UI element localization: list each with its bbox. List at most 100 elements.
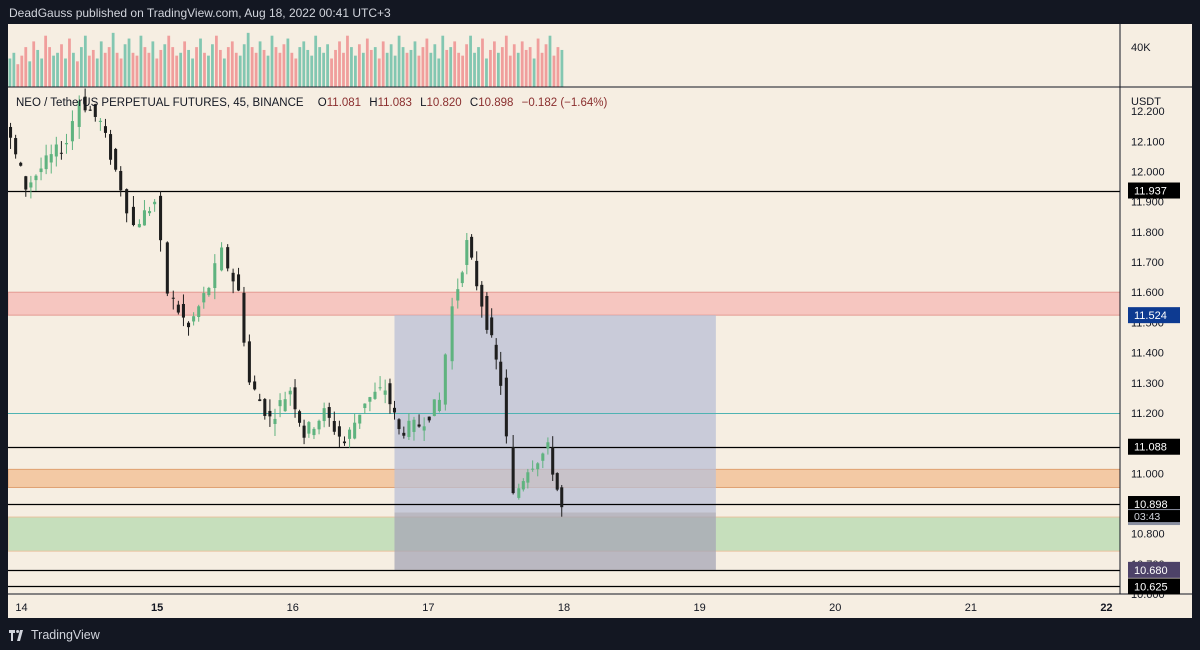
- candle-body: [176, 304, 180, 313]
- candle-body: [551, 447, 555, 475]
- price-tick-label: 12.000: [1131, 167, 1165, 179]
- candle-body: [517, 488, 521, 498]
- price-tick-label: 11.400: [1131, 348, 1164, 360]
- volume-bar: [139, 35, 143, 87]
- candle-body: [307, 422, 311, 434]
- volume-bar: [254, 52, 258, 87]
- candle-body: [44, 155, 48, 170]
- candle-body: [220, 247, 224, 271]
- volume-bar: [453, 41, 457, 87]
- candle-body: [407, 420, 411, 438]
- volume-bar: [516, 52, 520, 87]
- candle-body: [34, 175, 38, 181]
- time-tick-label: 14: [15, 602, 27, 614]
- volume-bar: [477, 47, 480, 87]
- volume-bar: [350, 47, 353, 87]
- volume-bar: [310, 55, 314, 87]
- volume-bar: [457, 52, 461, 87]
- candle-body: [283, 399, 287, 412]
- candle-body: [213, 263, 217, 289]
- volume-bar: [8, 58, 12, 87]
- candle-body: [494, 344, 498, 360]
- candle-body: [511, 446, 515, 494]
- volume-bar: [302, 41, 306, 87]
- footer[interactable]: TradingView: [9, 626, 100, 644]
- candle-body: [412, 419, 416, 432]
- zones-layer[interactable]: [8, 291, 1121, 570]
- volume-bar: [508, 55, 512, 87]
- horizontal-lines-layer[interactable]: [8, 190, 1120, 588]
- candle-body: [278, 400, 282, 407]
- time-tick-label: 17: [422, 602, 434, 614]
- volume-bar: [115, 52, 119, 87]
- volume-bar: [111, 32, 115, 87]
- volume-bar: [131, 52, 135, 87]
- volume-bar: [381, 41, 385, 87]
- volume-bar: [413, 41, 417, 87]
- legend-low-value: 10.820: [426, 97, 462, 109]
- volume-bar: [504, 35, 508, 87]
- volume-bar: [242, 44, 246, 87]
- volume-bar: [536, 38, 540, 87]
- volume-bar: [159, 49, 163, 87]
- candle-body: [470, 236, 474, 258]
- candle-body: [337, 426, 341, 437]
- time-tick-label: 20: [829, 602, 841, 614]
- price-axis-currency: USDT: [1131, 96, 1161, 108]
- volume-bar: [496, 52, 500, 87]
- line-price-tag-bg: [1128, 182, 1180, 199]
- candle-body: [302, 425, 306, 438]
- candle-body: [119, 170, 123, 191]
- volume-bar: [334, 49, 337, 87]
- volume-bar: [155, 58, 159, 87]
- candle-body: [29, 182, 33, 188]
- candle-body: [560, 487, 564, 508]
- candle-body: [137, 223, 141, 228]
- volume-bar: [167, 35, 171, 87]
- volume-bar: [24, 47, 28, 87]
- volume-bar: [528, 47, 532, 87]
- volume-bar: [171, 47, 175, 87]
- candle-body: [14, 138, 18, 155]
- candle-body: [402, 432, 406, 436]
- volume-bar: [409, 49, 413, 87]
- volume-bar: [361, 52, 365, 87]
- time-tick-label: 18: [558, 602, 570, 614]
- volume-bar: [318, 47, 322, 87]
- price-tag-bg: [1128, 307, 1180, 324]
- volume-bar: [183, 41, 187, 87]
- candle-body: [521, 481, 525, 490]
- volume-bar: [369, 49, 373, 87]
- volume-bar: [103, 52, 107, 87]
- chart-frame[interactable]: 40K USDT 12.200 12.100 12.000 11.900 11.800 11…: [8, 24, 1192, 618]
- candle-body: [327, 407, 331, 418]
- candle-body: [226, 247, 230, 269]
- price-tick-label: 12.200: [1131, 106, 1165, 118]
- volume-bar: [429, 52, 433, 87]
- volume-bar: [64, 58, 67, 87]
- candle-body: [142, 210, 146, 226]
- volume-bar: [72, 52, 75, 87]
- volume-bar: [445, 49, 449, 87]
- volume-bar: [449, 47, 453, 87]
- candle-body: [536, 463, 540, 470]
- volume-bar: [12, 52, 16, 87]
- candle-body: [480, 284, 484, 307]
- candle-body: [70, 121, 74, 142]
- volume-bar: [389, 44, 393, 87]
- footer-brand[interactable]: TradingView: [31, 628, 100, 642]
- candle-body: [432, 399, 436, 417]
- candle-body: [39, 168, 43, 173]
- candle-body: [422, 426, 426, 431]
- volume-bar: [354, 55, 357, 87]
- volume-bar: [246, 32, 250, 87]
- time-axis[interactable]: 14 15 16 17 18 19 20 21 22: [15, 602, 1112, 614]
- volume-bar: [548, 35, 552, 87]
- candle-body: [159, 195, 163, 241]
- legend-symbol: NEO / TetherUS PERPETUAL FUTURES, 45, BI…: [16, 97, 304, 109]
- volume-bar: [532, 58, 536, 87]
- volume-bar: [203, 52, 206, 87]
- candle-body: [378, 387, 382, 389]
